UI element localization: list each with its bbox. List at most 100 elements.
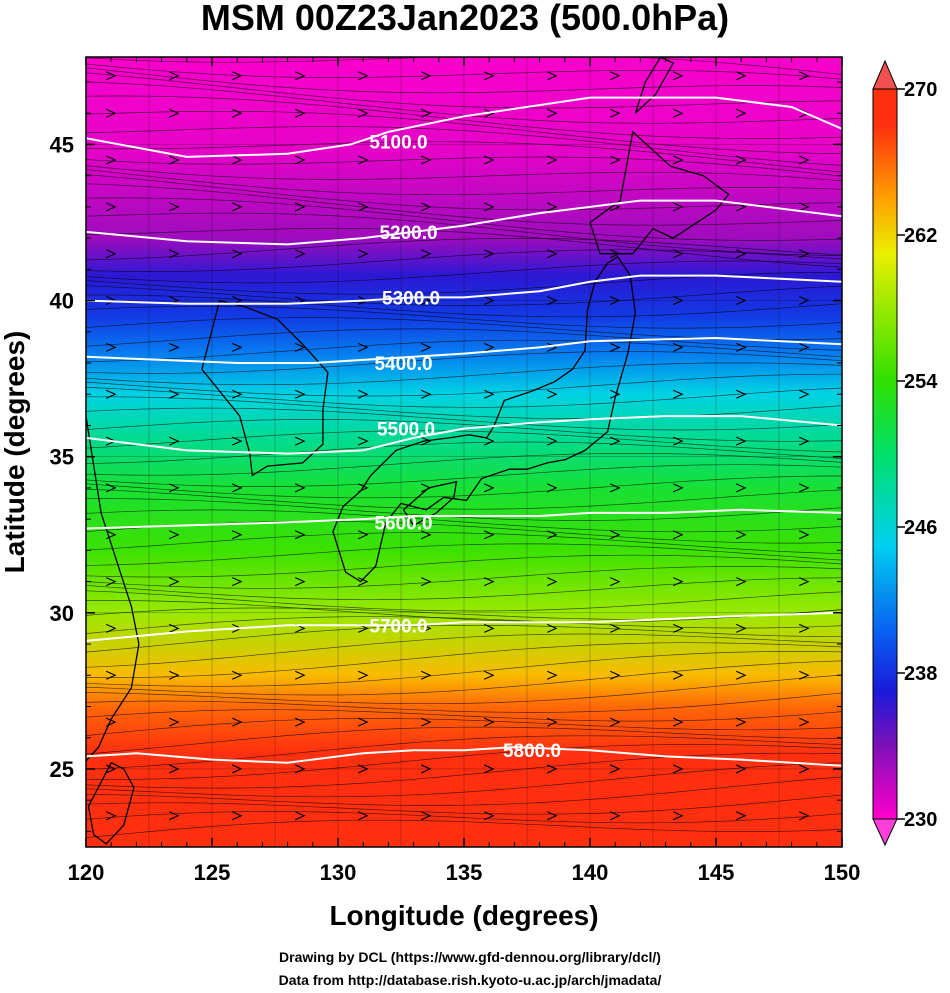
streamline — [86, 95, 842, 139]
streamline — [86, 762, 842, 798]
wind-arrow — [357, 670, 369, 680]
wind-arrow — [798, 389, 810, 399]
streamline — [86, 600, 842, 623]
streamline — [86, 651, 842, 687]
wind-arrow — [420, 202, 432, 212]
x-tick-label-150: 150 — [824, 860, 861, 885]
wind-arrow — [420, 389, 432, 399]
wind-arrow — [735, 71, 747, 81]
grid-lines — [86, 57, 842, 847]
wind-arrow — [357, 577, 369, 587]
wind-arrow — [294, 108, 306, 118]
contour-5500 — [86, 415, 842, 455]
streamline — [86, 498, 842, 521]
coastline-korea — [201, 299, 329, 477]
wind-arrow — [420, 811, 432, 821]
x-tick-label-145: 145 — [698, 860, 735, 885]
wind-arrow — [231, 71, 243, 81]
wind-arrow — [105, 249, 117, 259]
wind-arrow — [231, 436, 243, 446]
wind-arrow — [672, 296, 684, 306]
wind-arrow — [609, 811, 621, 821]
wind-arrow — [294, 389, 306, 399]
contour-5400 — [86, 336, 842, 364]
wind-arrow — [798, 717, 810, 727]
wind-arrow — [483, 108, 495, 118]
wind-arrow — [798, 811, 810, 821]
wind-arrow — [357, 717, 369, 727]
wind-arrow — [231, 108, 243, 118]
wind-arrow — [483, 811, 495, 821]
wind-arrow — [420, 764, 432, 774]
y-tick-label-30: 30 — [50, 601, 74, 626]
wind-arrow — [609, 530, 621, 540]
wind-arrow — [483, 389, 495, 399]
coastline-shikoku — [402, 480, 458, 527]
streamline — [86, 373, 842, 397]
streamline — [86, 430, 842, 453]
streamline — [86, 532, 842, 555]
x-tick-label-125: 125 — [194, 860, 231, 885]
wind-arrow — [231, 155, 243, 165]
wind-arrow — [294, 577, 306, 587]
wind-arrow — [546, 670, 558, 680]
streamline — [86, 660, 842, 696]
wind-arrow — [357, 249, 369, 259]
wind-arrow — [609, 623, 621, 633]
wind-arrow — [168, 717, 180, 727]
wind-arrow — [546, 155, 558, 165]
streamline — [86, 554, 842, 578]
wind-arrow — [546, 296, 558, 306]
colorbar-label-230: 230 — [904, 809, 937, 831]
wind-arrow — [546, 764, 558, 774]
wind-arrow — [294, 483, 306, 493]
streamline — [86, 735, 842, 770]
wind-arrow — [483, 202, 495, 212]
contour-label-5300: 5300.0 — [382, 288, 440, 309]
streamline — [86, 441, 842, 464]
wind-arrow — [357, 483, 369, 493]
streamline — [86, 156, 842, 177]
wind-arrow — [168, 202, 180, 212]
contour-label-5800: 5800.0 — [503, 741, 561, 762]
streamline — [86, 183, 842, 226]
wind-arrow — [672, 530, 684, 540]
streamline — [86, 776, 842, 806]
wind-arrow — [672, 202, 684, 212]
wind-arrow — [105, 155, 117, 165]
streamline — [86, 141, 842, 173]
wind-arrow — [735, 530, 747, 540]
wind-arrow — [672, 670, 684, 680]
wind-arrow — [168, 670, 180, 680]
wind-arrow — [420, 623, 432, 633]
contour-label-5100: 5100.0 — [369, 132, 427, 153]
streamline — [86, 407, 842, 431]
wind-arrows — [105, 71, 810, 821]
wind-arrow — [231, 577, 243, 587]
wind-arrow — [420, 249, 432, 259]
wind-arrow — [168, 577, 180, 587]
wind-arrow — [546, 623, 558, 633]
wind-arrow — [672, 436, 684, 446]
wind-arrow — [546, 389, 558, 399]
contour-5100 — [86, 96, 842, 158]
streamline — [86, 577, 842, 601]
streamline — [86, 692, 842, 713]
streamline — [86, 642, 842, 678]
wind-arrow — [420, 436, 432, 446]
wind-arrow — [483, 296, 495, 306]
wind-arrow — [798, 342, 810, 352]
wind-arrow — [483, 717, 495, 727]
wind-arrow — [294, 202, 306, 212]
wind-arrow — [294, 249, 306, 259]
y-tick-label-45: 45 — [50, 132, 74, 157]
wind-arrow — [105, 530, 117, 540]
colorbar-top-extension — [872, 59, 898, 90]
wind-arrow — [546, 436, 558, 446]
colorbar-label-246: 246 — [904, 517, 937, 539]
streamline — [86, 305, 842, 329]
colorbar-label-254: 254 — [904, 371, 938, 393]
y-axis-ticks: 25 30 35 40 45 — [50, 81, 842, 832]
wind-arrow — [735, 623, 747, 633]
wind-arrow — [546, 483, 558, 493]
